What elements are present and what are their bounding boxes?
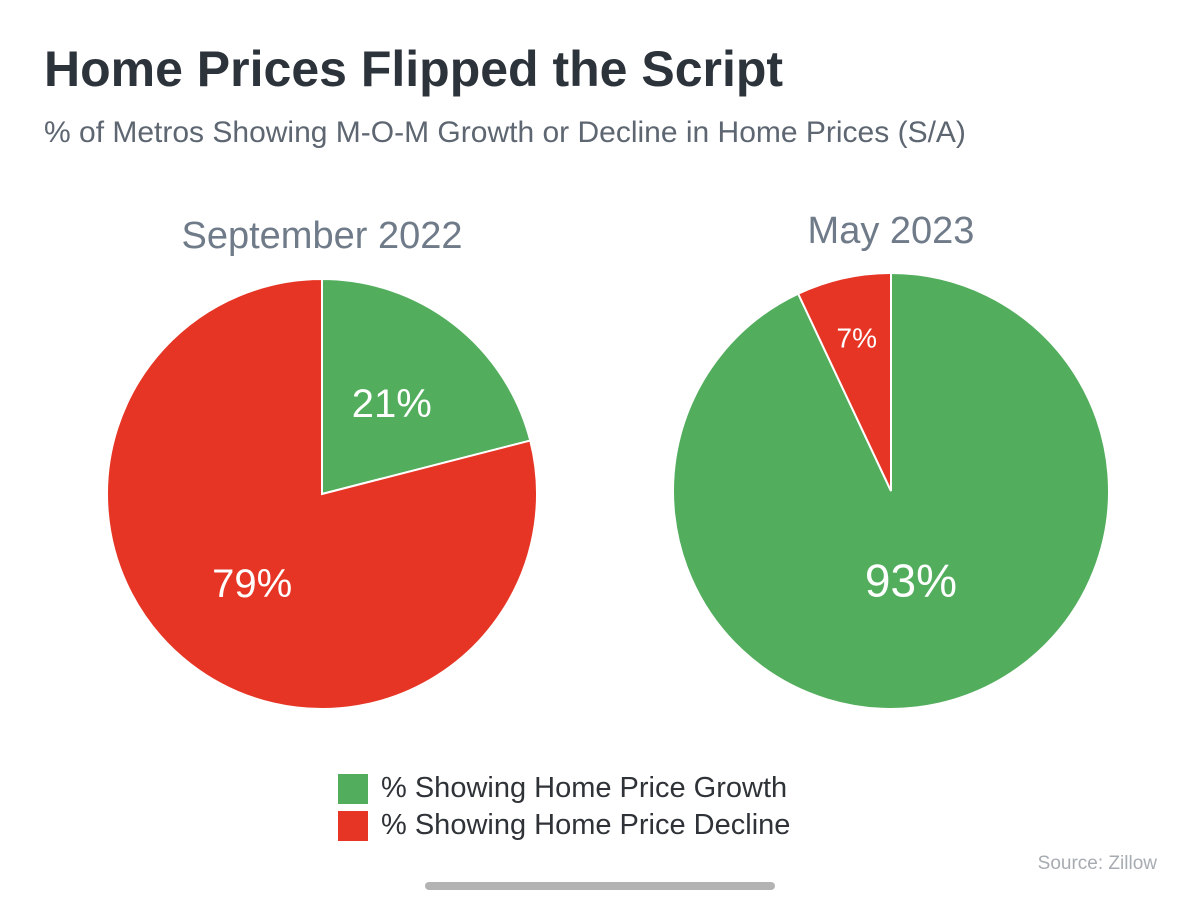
legend-label-decline: % Showing Home Price Decline [381, 809, 791, 841]
legend-item-decline: % Showing Home Price Decline [338, 807, 790, 844]
pie-data-label: 79% [212, 562, 292, 606]
pie-data-label: 21% [352, 382, 432, 426]
pie-data-label: 93% [865, 554, 957, 606]
legend-item-growth: % Showing Home Price Growth [338, 770, 790, 807]
legend-swatch-growth [338, 773, 368, 804]
chart-subtitle: % of Metros Showing M-O-M Growth or Decl… [44, 116, 966, 149]
home-indicator[interactable] [425, 882, 775, 890]
source-note: Source: Zillow [1037, 853, 1157, 874]
pie-slice-showing-home-price-decline [106, 277, 538, 710]
legend-label-growth: % Showing Home Price Growth [381, 772, 788, 804]
pie-slice-showing-home-price-decline [796, 271, 892, 492]
legend: % Showing Home Price Growth % Showing Ho… [338, 770, 790, 844]
pie-data-label: 7% [837, 322, 877, 353]
pie-title: September 2022 [182, 215, 463, 257]
legend-swatch-decline [338, 810, 368, 841]
pie-chart-1: September 2022 21% 79% [106, 215, 538, 710]
pie-chart-2: May 2023 93% 7% [672, 210, 1110, 710]
pie-title: May 2023 [808, 210, 975, 252]
chart-title: Home Prices Flipped the Script [44, 41, 784, 97]
pie-slice-showing-home-price-growth [321, 277, 532, 496]
pie-charts: September 2022 21% 79% May 2023 93% 7% [106, 210, 1110, 710]
